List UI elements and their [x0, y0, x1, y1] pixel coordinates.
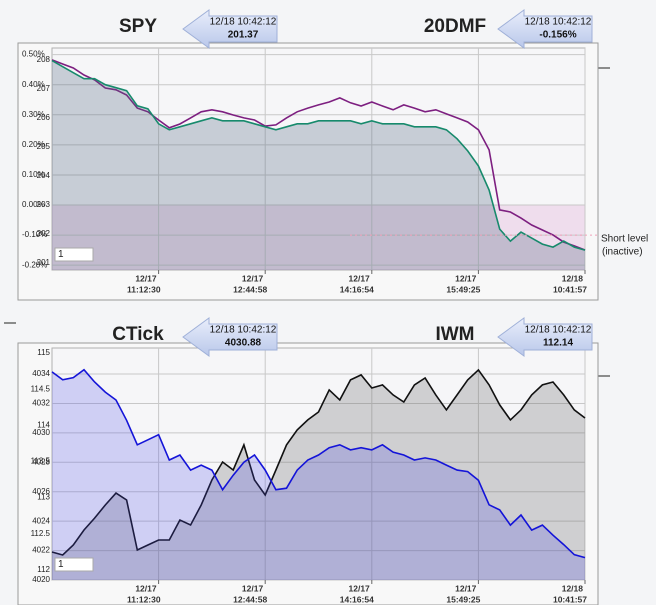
series-line	[51, 59, 586, 251]
y-tick-label: 204	[37, 171, 51, 180]
y2-tick-label: 114	[37, 420, 50, 429]
y2-tick-label: 0.50%	[22, 50, 45, 59]
y-tick-label: 4030	[32, 428, 50, 437]
badge-value: 112.14	[543, 338, 573, 349]
y-tick-label: 205	[37, 142, 51, 151]
y-tick-label: 4020	[32, 575, 50, 584]
x-tick-label: 15:49:25	[446, 594, 480, 604]
y2-tick-label: 0.10%	[22, 170, 45, 179]
series-name: IWM	[435, 324, 474, 345]
x-tick-label: 12/17	[242, 583, 264, 593]
y-tick-label: 201	[37, 258, 51, 267]
badge-value: 4030.88	[225, 338, 262, 349]
series-area	[52, 369, 585, 580]
x-tick-label: 12/18	[562, 583, 584, 593]
range-input-value: 1	[58, 249, 64, 260]
y2-tick-label: 115	[37, 348, 50, 357]
y-tick-label: 4024	[32, 516, 50, 525]
y2-tick-label: 0.30%	[22, 110, 45, 119]
y2-tick-label: 114.5	[31, 384, 51, 393]
y2-tick-label: 113	[37, 493, 50, 502]
series-line	[51, 59, 586, 251]
y-tick-label: 206	[37, 113, 51, 122]
series-name: SPY	[119, 16, 157, 37]
series-line	[51, 368, 586, 559]
x-tick-label: 12/17	[455, 273, 477, 283]
y-tick-label: 4028	[32, 457, 50, 466]
x-tick-label: 12:44:58	[233, 284, 267, 294]
y-tick-label: 207	[37, 84, 51, 93]
series-name: 20DMF	[424, 16, 486, 37]
y2-tick-label: -0.10%	[22, 230, 47, 239]
y-tick-label: 4022	[32, 546, 50, 555]
y-tick-label: 203	[37, 200, 51, 209]
range-input	[54, 557, 94, 572]
badge-arrow	[182, 9, 278, 49]
y2-tick-label: 0.40%	[22, 80, 45, 89]
y-tick-label: 4026	[32, 487, 50, 496]
x-tick-label: 12/17	[135, 273, 157, 283]
short-level-label: Short level	[601, 234, 648, 245]
x-tick-label: 12/18	[562, 273, 584, 283]
series-line	[51, 368, 586, 556]
value-badge: 12/18 10:42:12 -0.156%	[497, 9, 593, 49]
x-tick-label: 14:16:54	[340, 284, 374, 294]
y-tick-label: 208	[37, 55, 51, 64]
series-area	[52, 60, 585, 270]
x-tick-label: 12/17	[242, 273, 264, 283]
y2-tick-label: 0.00%	[22, 200, 45, 209]
badge-arrow	[182, 317, 278, 357]
series-name: CTick	[112, 324, 164, 345]
y-tick-label: 4034	[32, 369, 50, 378]
x-tick-label: 10:41:57	[553, 284, 587, 294]
badge-time: 12/18 10:42:12	[525, 325, 592, 336]
series-area	[52, 369, 585, 580]
badge-time: 12/18 10:42:12	[210, 325, 277, 336]
value-badge: 12/18 10:42:12 112.14	[497, 317, 593, 357]
range-input-value: 1	[58, 559, 64, 570]
x-tick-label: 15:49:25	[446, 284, 480, 294]
short-level-note: (inactive)	[602, 247, 643, 258]
badge-time: 12/18 10:42:12	[525, 17, 592, 28]
y2-tick-label: -0.20%	[22, 260, 47, 269]
badge-arrow	[497, 317, 593, 357]
y2-tick-label: 112	[37, 565, 50, 574]
x-tick-label: 12/17	[455, 583, 477, 593]
y2-tick-label: 112.5	[31, 529, 51, 538]
y-tick-label: 202	[37, 229, 51, 238]
badge-value: -0.156%	[539, 30, 576, 41]
x-tick-label: 11:12:30	[127, 284, 161, 294]
badge-time: 12/18 10:42:12	[210, 17, 277, 28]
y2-tick-label: 113.5	[31, 457, 51, 466]
x-tick-label: 12/17	[349, 273, 371, 283]
x-tick-label: 12/17	[135, 583, 157, 593]
plot-area	[51, 347, 586, 581]
y-tick-label: 4032	[32, 399, 50, 408]
x-tick-label: 14:16:54	[340, 594, 374, 604]
x-tick-label: 12/17	[349, 583, 371, 593]
badge-value: 201.37	[228, 30, 259, 41]
value-badge: 12/18 10:42:12 4030.88	[182, 317, 278, 357]
x-tick-label: 11:12:30	[127, 594, 161, 604]
badge-arrow	[497, 9, 593, 49]
value-badge: 12/18 10:42:12 201.37	[182, 9, 278, 49]
y2-tick-label: 0.20%	[22, 140, 45, 149]
x-tick-label: 12:44:58	[233, 594, 267, 604]
x-tick-label: 10:41:57	[553, 594, 587, 604]
range-input	[54, 247, 94, 262]
